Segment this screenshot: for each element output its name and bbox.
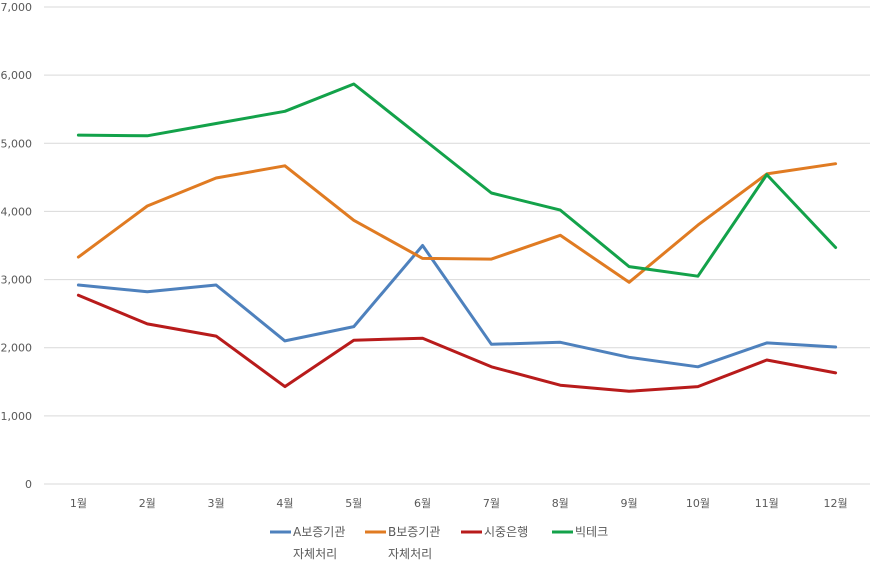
- series-line-4: [76, 82, 838, 278]
- x-axis-ticks: 1월 2월 3월 4월 5월 6월 7월 8월 9월 10월 11월 12월: [70, 497, 848, 510]
- gridlines: [44, 6, 870, 485]
- x-tick-label: 12월: [824, 497, 848, 510]
- x-tick-label: 1월: [70, 497, 87, 510]
- legend-label: 빅테크: [575, 525, 608, 539]
- x-tick-label: 6월: [414, 497, 431, 510]
- y-tick-label: 0: [25, 478, 32, 491]
- legend-label: 자체처리: [388, 547, 432, 561]
- y-tick-label: 7,000: [1, 1, 33, 14]
- y-tick-label: 6,000: [1, 69, 33, 82]
- x-tick-label: 7월: [483, 497, 500, 510]
- x-tick-label: 10월: [686, 497, 710, 510]
- x-tick-label: 3월: [208, 497, 225, 510]
- series-line-2: [76, 162, 838, 284]
- x-tick-label: 11월: [755, 497, 779, 510]
- y-tick-label: 2,000: [1, 342, 33, 355]
- y-tick-label: 4,000: [1, 205, 33, 218]
- legend-label: A보증기관: [293, 525, 345, 539]
- series-line-3: [76, 293, 838, 393]
- y-tick-label: 5,000: [1, 137, 33, 150]
- legend-item: 빅테크: [552, 525, 608, 539]
- legend-item: 시중은행: [461, 524, 528, 539]
- x-tick-label: 2월: [139, 497, 156, 510]
- legend-label: B보증기관: [388, 525, 440, 539]
- series-line-1: [76, 244, 838, 369]
- y-tick-label: 1,000: [1, 410, 33, 423]
- legend-label: 시중은행: [484, 524, 528, 539]
- series-lines: [76, 82, 838, 393]
- x-tick-label: 8월: [552, 497, 569, 510]
- x-tick-label: 5월: [345, 497, 362, 510]
- x-tick-label: 9월: [621, 497, 638, 510]
- y-tick-label: 3,000: [1, 274, 33, 287]
- x-tick-label: 4월: [276, 497, 293, 510]
- y-axis-ticks: 0 1,000 2,000 3,000 4,000 5,000 6,000 7,000: [1, 1, 33, 491]
- legend-label: 자체처리: [293, 547, 337, 561]
